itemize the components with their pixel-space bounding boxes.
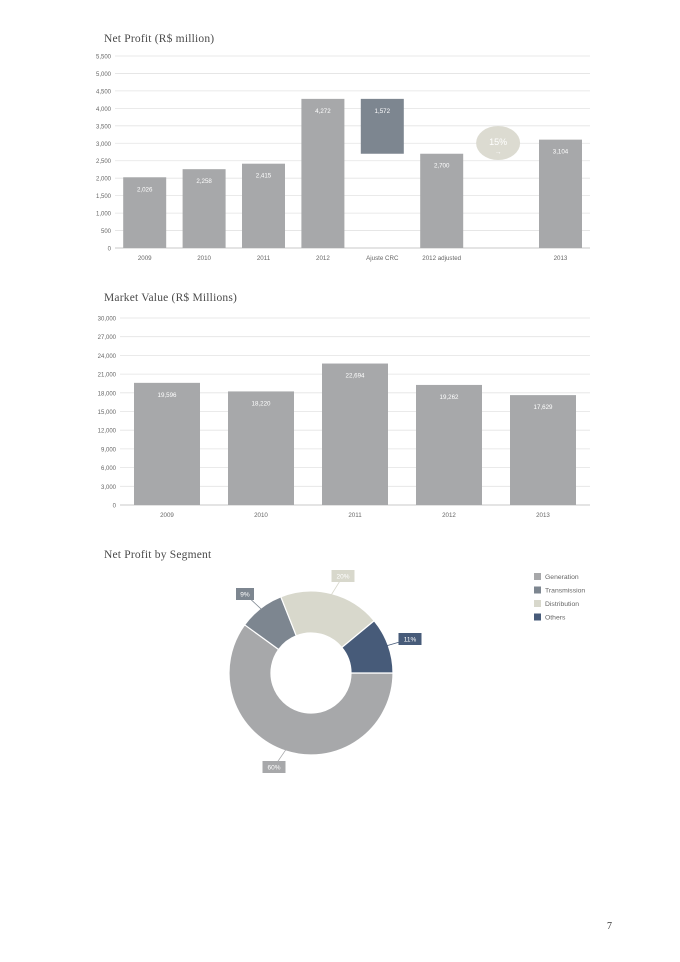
growth-badge-text: 15% xyxy=(489,137,507,147)
callout-label: 11% xyxy=(404,637,417,644)
legend-swatch xyxy=(534,586,541,594)
callout-label: 20% xyxy=(336,574,349,581)
y-tick-label: 5,500 xyxy=(96,55,112,61)
y-tick-label: 0 xyxy=(108,247,112,253)
bar-2011 xyxy=(322,363,388,505)
y-tick-label: 500 xyxy=(101,229,112,235)
callout-box xyxy=(236,588,254,600)
callout-label: 60% xyxy=(267,765,280,772)
legend-label: Transmission xyxy=(545,588,585,595)
growth-badge xyxy=(476,126,521,160)
y-tick-label: 15,000 xyxy=(98,410,117,416)
x-tick-label: 2011 xyxy=(257,255,271,262)
bar-2013 xyxy=(539,139,582,248)
market-value-chart-title: Market Value (R$ Millions) xyxy=(104,292,238,304)
bar-ajuste-crc xyxy=(360,98,404,154)
y-tick-label: 6,000 xyxy=(101,466,117,472)
y-tick-label: 9,000 xyxy=(101,447,117,453)
y-tick-label: 0 xyxy=(113,504,117,510)
y-tick-label: 3,000 xyxy=(96,142,112,148)
bar-2009 xyxy=(134,382,200,505)
y-tick-label: 1,500 xyxy=(96,194,112,200)
page-number: 7 xyxy=(607,921,612,932)
y-tick-label: 4,000 xyxy=(96,107,112,113)
slice-generation xyxy=(228,623,394,756)
data-label: 1,572 xyxy=(375,108,391,115)
data-label: 19,596 xyxy=(158,392,177,399)
callout-label: 9% xyxy=(240,592,250,599)
bar-2012 xyxy=(416,384,482,505)
y-tick-label: 18,000 xyxy=(98,391,117,397)
bar-2010 xyxy=(182,169,226,248)
arrow-right-icon: → xyxy=(495,149,502,156)
y-tick-label: 5,000 xyxy=(96,72,112,78)
market-value-chart: 0 3,000 6,000 9,000 12,000 15,000 18,000 21,000… xyxy=(98,317,590,519)
callout-box xyxy=(331,570,355,582)
data-label: 2,415 xyxy=(256,173,272,180)
legend-swatch xyxy=(534,613,541,621)
y-tick-label: 4,500 xyxy=(96,89,112,95)
slice-others xyxy=(340,619,394,674)
data-label: 4,272 xyxy=(315,108,331,115)
bar-2010 xyxy=(228,391,294,505)
net-profit-chart-title: Net Profit (R$ million) xyxy=(104,33,215,45)
x-tick-label: Ajuste CRC xyxy=(366,255,399,262)
x-tick-label: 2010 xyxy=(197,255,211,262)
segment-donut-chart: 60% 9% 20% 11% Generation Transmission Distrib… xyxy=(228,570,585,773)
callout-box xyxy=(398,633,422,645)
legend-swatch xyxy=(534,600,541,607)
y-tick-label: 21,000 xyxy=(98,373,117,379)
y-tick-label: 12,000 xyxy=(98,429,117,435)
data-label: 2,700 xyxy=(434,163,450,170)
x-tick-label: 2009 xyxy=(138,255,152,262)
legend-label: Others xyxy=(545,615,566,622)
y-tick-label: 27,000 xyxy=(98,335,117,341)
y-tick-label: 3,000 xyxy=(101,485,117,491)
x-tick-label: 2010 xyxy=(254,512,268,519)
y-tick-label: 24,000 xyxy=(98,354,117,360)
legend-label: Generation xyxy=(545,574,579,581)
data-label: 19,262 xyxy=(440,394,459,401)
bar-2011 xyxy=(242,163,285,248)
bar-2012-adjusted xyxy=(420,153,464,248)
legend-swatch xyxy=(534,573,541,580)
data-label: 18,220 xyxy=(252,400,271,407)
bar-2012 xyxy=(301,98,345,248)
data-label: 22,694 xyxy=(346,373,365,380)
y-tick-label: 30,000 xyxy=(98,317,117,323)
x-tick-label: 2013 xyxy=(536,512,550,519)
bar-2013 xyxy=(510,395,576,505)
net-profit-chart: 0 500 1,000 1,500 2,000 2,500 3,000 3,500 4,000 4… xyxy=(96,55,590,262)
data-label: 2,026 xyxy=(137,186,153,193)
callout-box xyxy=(262,761,286,773)
y-tick-label: 2,000 xyxy=(96,177,112,183)
data-label: 2,258 xyxy=(196,178,212,185)
legend-label: Distribution xyxy=(545,601,579,608)
segment-chart-title: Net Profit by Segment xyxy=(104,549,212,561)
x-tick-label: 2011 xyxy=(348,512,362,519)
y-tick-label: 2,500 xyxy=(96,159,112,165)
x-tick-label: 2009 xyxy=(160,512,174,519)
y-tick-label: 1,000 xyxy=(96,212,112,218)
bar-2009 xyxy=(123,177,167,248)
data-label: 3,104 xyxy=(553,149,569,156)
x-tick-label: 2012 xyxy=(316,255,330,262)
y-tick-label: 3,500 xyxy=(96,124,112,130)
x-tick-label: 2013 xyxy=(554,255,568,262)
x-tick-label: 2012 xyxy=(442,512,456,519)
x-tick-label: 2012 adjusted xyxy=(422,255,461,262)
data-label: 17,629 xyxy=(534,404,553,411)
